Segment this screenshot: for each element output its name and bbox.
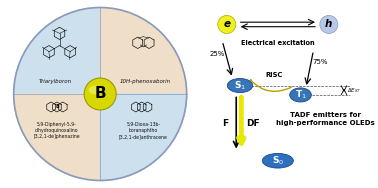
- Text: $\Delta E_{ST}$: $\Delta E_{ST}$: [347, 86, 361, 95]
- Ellipse shape: [227, 79, 253, 92]
- Text: DF: DF: [246, 119, 260, 128]
- Text: S$_1$: S$_1$: [234, 79, 246, 92]
- Text: TADF emitters for
high-performance OLEDs: TADF emitters for high-performance OLEDs: [276, 112, 375, 126]
- Text: 75%: 75%: [312, 59, 328, 64]
- Text: T$_1$: T$_1$: [294, 89, 307, 101]
- FancyArrowPatch shape: [251, 80, 291, 91]
- Text: 5,9-Diphenyl-5,9-
dihydroquinoxalino
[3,2,1-de]phenazine: 5,9-Diphenyl-5,9- dihydroquinoxalino [3,…: [34, 122, 80, 139]
- Ellipse shape: [88, 86, 103, 94]
- Polygon shape: [100, 8, 187, 94]
- Text: RISC: RISC: [265, 72, 283, 78]
- Ellipse shape: [218, 15, 236, 33]
- Polygon shape: [100, 94, 187, 180]
- Text: S$_0$: S$_0$: [272, 155, 284, 167]
- Text: Triarylboron: Triarylboron: [39, 79, 72, 83]
- Text: B: B: [94, 86, 106, 102]
- Polygon shape: [14, 94, 100, 180]
- Text: e: e: [223, 19, 230, 30]
- Text: 25%: 25%: [209, 51, 225, 57]
- Text: F: F: [222, 119, 228, 128]
- Ellipse shape: [84, 78, 116, 110]
- Text: h: h: [325, 19, 333, 30]
- Ellipse shape: [290, 88, 311, 102]
- Text: 5,9-Dioxa-13b-
boranaphtho
[3,2,1-de]anthracene: 5,9-Dioxa-13b- boranaphtho [3,2,1-de]ant…: [119, 122, 168, 139]
- Ellipse shape: [262, 153, 293, 168]
- Polygon shape: [14, 8, 100, 94]
- Text: B: B: [55, 105, 59, 109]
- Text: Electrical excitation: Electrical excitation: [241, 40, 314, 46]
- Text: 10H-phenoxaborin: 10H-phenoxaborin: [119, 79, 171, 83]
- Ellipse shape: [320, 15, 338, 33]
